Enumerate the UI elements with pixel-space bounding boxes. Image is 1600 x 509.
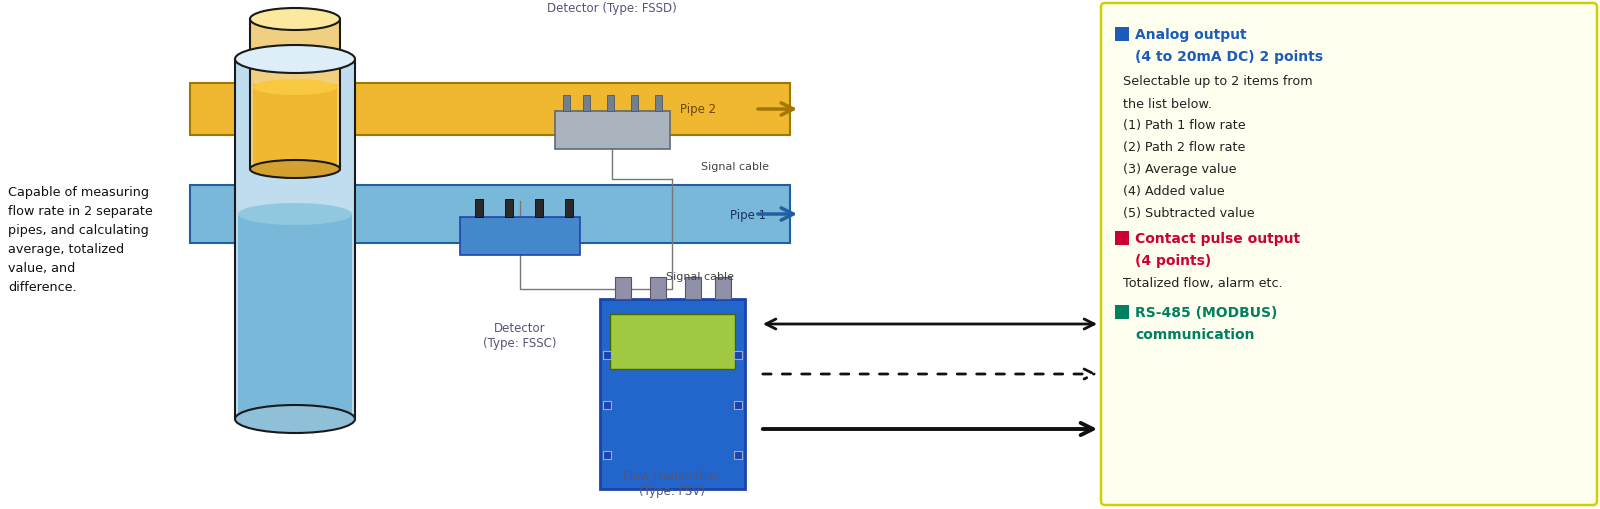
Bar — [685, 277, 701, 299]
Ellipse shape — [238, 204, 352, 225]
Bar — [534, 200, 542, 217]
Bar — [250, 20, 339, 169]
Bar — [461, 217, 579, 256]
Ellipse shape — [235, 46, 355, 74]
Text: (2) Path 2 flow rate: (2) Path 2 flow rate — [1123, 141, 1245, 154]
Text: Signal cable: Signal cable — [701, 162, 770, 172]
Bar — [654, 96, 662, 112]
Text: Analog output: Analog output — [1134, 28, 1246, 42]
Text: RS-485 (MODBUS): RS-485 (MODBUS) — [1134, 305, 1277, 319]
Text: Totalized flow, alarm etc.: Totalized flow, alarm etc. — [1123, 276, 1283, 289]
Text: Flow transmitter
(Type: FSV): Flow transmitter (Type: FSV) — [622, 469, 722, 497]
Bar — [734, 451, 742, 459]
Text: Pipe 2: Pipe 2 — [680, 103, 717, 116]
Bar — [715, 277, 731, 299]
Ellipse shape — [250, 161, 339, 179]
Bar — [600, 299, 746, 489]
Ellipse shape — [235, 405, 355, 433]
Text: communication: communication — [1134, 327, 1254, 342]
Text: Pipe 1: Pipe 1 — [730, 208, 766, 221]
Ellipse shape — [253, 80, 338, 96]
Bar — [650, 277, 666, 299]
Bar — [603, 351, 611, 359]
Text: Selectable up to 2 items from: Selectable up to 2 items from — [1123, 75, 1312, 89]
Text: (4 to 20mA DC) 2 points: (4 to 20mA DC) 2 points — [1134, 50, 1323, 64]
Bar — [253, 85, 338, 165]
Bar — [603, 451, 611, 459]
Bar — [563, 96, 570, 112]
Text: Signal cable: Signal cable — [666, 271, 734, 281]
Bar — [190, 186, 790, 243]
Text: (4 points): (4 points) — [1134, 253, 1211, 267]
Bar — [610, 315, 734, 369]
Text: (5) Subtracted value: (5) Subtracted value — [1123, 207, 1254, 220]
Text: (4) Added value: (4) Added value — [1123, 185, 1224, 198]
Text: the list below.: the list below. — [1123, 97, 1211, 110]
Bar — [614, 277, 630, 299]
Bar — [630, 96, 638, 112]
Bar — [1115, 28, 1130, 42]
Text: Contact pulse output: Contact pulse output — [1134, 232, 1301, 245]
Ellipse shape — [250, 9, 339, 31]
Bar — [603, 401, 611, 409]
Bar — [238, 215, 352, 414]
Bar — [1115, 232, 1130, 245]
Text: Detector
(Type: FSSC): Detector (Type: FSSC) — [483, 321, 557, 349]
Bar — [734, 401, 742, 409]
Bar — [475, 200, 483, 217]
Text: (3) Average value: (3) Average value — [1123, 163, 1237, 176]
Text: Capable of measuring
flow rate in 2 separate
pipes, and calculating
average, tot: Capable of measuring flow rate in 2 sepa… — [8, 186, 152, 293]
FancyBboxPatch shape — [1101, 4, 1597, 505]
Bar — [565, 200, 573, 217]
Bar — [190, 84, 790, 136]
Bar — [606, 96, 614, 112]
Bar — [506, 200, 514, 217]
Bar — [1115, 305, 1130, 319]
Bar — [555, 112, 670, 150]
Bar — [734, 351, 742, 359]
Bar — [235, 60, 355, 419]
Text: (1) Path 1 flow rate: (1) Path 1 flow rate — [1123, 119, 1246, 132]
Text: Detector (Type: FSSD): Detector (Type: FSSD) — [547, 2, 677, 15]
Bar — [582, 96, 590, 112]
